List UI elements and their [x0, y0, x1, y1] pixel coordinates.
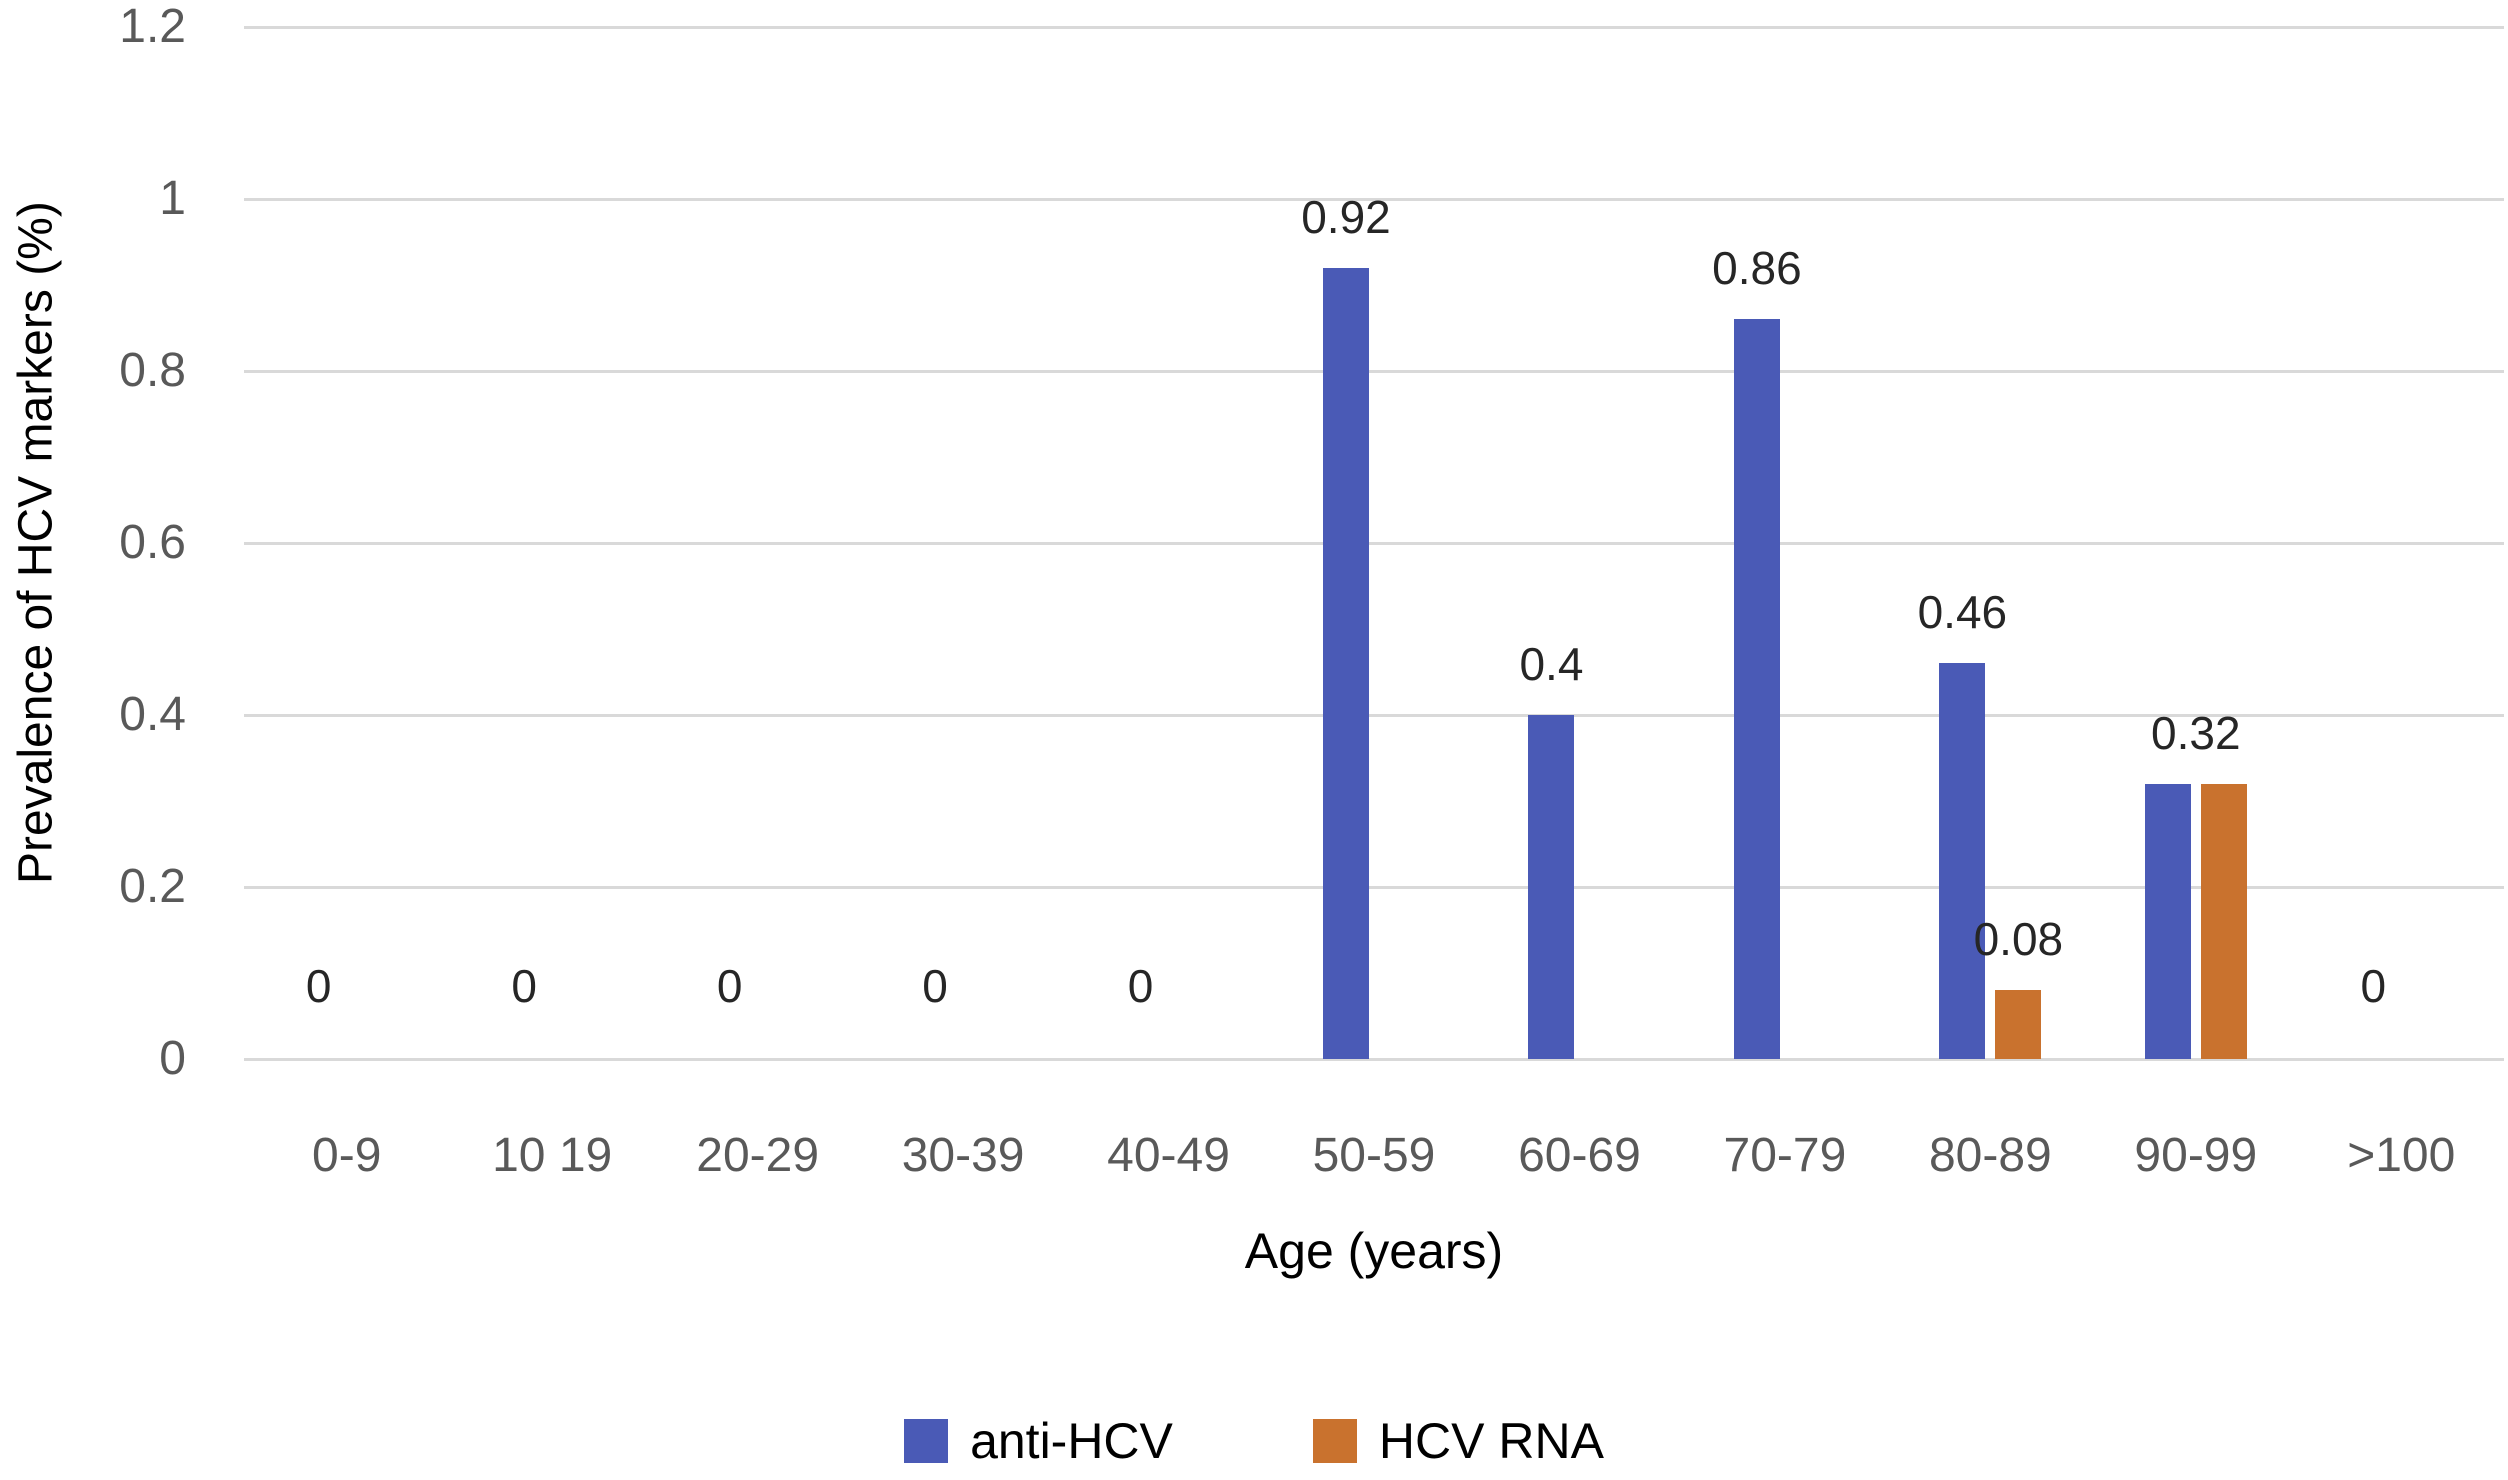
y-tick-label-0.6: 0.6	[119, 516, 186, 569]
category-column-80-89: 0.46 0.08	[1888, 27, 2093, 1059]
data-label-40-49: 0	[1127, 960, 1154, 1012]
legend-item-anti-hcv: anti-HCV	[904, 1412, 1173, 1470]
data-label-anti-hcv-60-69: 0.4	[1519, 638, 1584, 690]
bar-anti-hcv-80-89	[1939, 663, 1986, 1059]
data-label-30-39: 0	[922, 960, 948, 1012]
data-label-10-19: 0	[511, 960, 537, 1012]
y-tick-label-0.4: 0.4	[119, 688, 186, 741]
category-column-30-39: 0	[860, 27, 1065, 1059]
x-tick-label-70-79: 70-79	[1723, 1129, 1847, 1182]
x-tick-label-60-69: 60-69	[1518, 1129, 1641, 1182]
gridline-y-0	[244, 1057, 2504, 1061]
x-axis-tick-labels: 0-9 10 19 20-29 30-39 40-49 50-59 60-69 70-79 80…	[244, 1128, 2504, 1183]
x-tick-label-80-89: 80-89	[1928, 1129, 2052, 1182]
category-column-60-69: 0.4	[1477, 27, 1682, 1059]
data-label-0-9: 0	[305, 960, 332, 1012]
category-column-10-19: 0	[449, 27, 654, 1059]
bar-anti-hcv-60-69	[1528, 715, 1575, 1059]
category-column-gt-100: 0	[2299, 27, 2504, 1059]
category-column-50-59: 0.92	[1271, 27, 1476, 1059]
x-tick-label-10-19: 10 19	[492, 1129, 613, 1182]
data-label-anti-hcv-80-89: 0.46	[1917, 586, 2008, 639]
data-label-hcv-rna-80-89: 0.08	[1973, 913, 2064, 966]
y-tick-label-0.8: 0.8	[119, 344, 186, 397]
gridline-y-0.8	[244, 369, 2504, 373]
category-column-40-49: 0	[1066, 27, 1271, 1059]
x-tick-label-40-49: 40-49	[1107, 1129, 1230, 1182]
bar-anti-hcv-50-59	[1322, 267, 1369, 1059]
category-column-70-79: 0.86	[1682, 27, 1887, 1059]
data-label-90-99: 0.32	[2151, 706, 2241, 759]
x-tick-label-50-59: 50-59	[1312, 1129, 1436, 1182]
bar-anti-hcv-90-99	[2144, 783, 2191, 1059]
data-label-gt-100: 0	[2360, 960, 2387, 1012]
x-tick-label-20-29: 20-29	[696, 1129, 820, 1182]
legend-label-anti-hcv: anti-HCV	[970, 1413, 1173, 1469]
gridline-y-1	[244, 197, 2504, 201]
plot-area: 0 0 0 0 0 0.92 0.4 0.86 0.46 0.08 0.32 0	[244, 25, 2504, 1061]
data-label-anti-hcv-50-59: 0.92	[1301, 190, 1391, 243]
x-axis-title: Age (years)	[1244, 1223, 1504, 1279]
bar-hcv-rna-80-89	[1995, 990, 2042, 1059]
gridline-y-0.4	[244, 713, 2504, 717]
x-tick-label-0-9: 0-9	[312, 1129, 382, 1182]
category-column-0-9: 0	[244, 27, 449, 1059]
category-columns: 0 0 0 0 0 0.92 0.4 0.86 0.46 0.08 0.32 0	[244, 27, 2504, 1059]
x-tick-label-30-39: 30-39	[901, 1129, 1025, 1182]
legend-item-hcv-rna: HCV RNA	[1312, 1412, 1604, 1470]
y-tick-label-0.2: 0.2	[119, 860, 186, 913]
bar-anti-hcv-70-79	[1733, 319, 1780, 1059]
gridline-y-0.2	[244, 885, 2504, 889]
data-label-anti-hcv-70-79: 0.86	[1712, 242, 1802, 295]
legend-label-hcv-rna: HCV RNA	[1378, 1413, 1604, 1469]
legend: anti-HCV HCV RNA	[0, 1412, 2508, 1470]
category-column-90-99: 0.32	[2093, 27, 2298, 1059]
x-tick-label-90-99: 90-99	[2134, 1129, 2258, 1182]
data-label-20-29: 0	[716, 960, 743, 1012]
gridline-y-1.2	[244, 25, 2504, 29]
legend-swatch-hcv-rna	[1312, 1419, 1357, 1463]
y-tick-label-0: 0	[159, 1032, 186, 1085]
y-tick-label-1.2: 1.2	[119, 0, 186, 53]
legend-swatch-anti-hcv	[904, 1419, 949, 1463]
y-tick-label-1: 1	[159, 172, 186, 225]
category-column-20-29: 0	[655, 27, 860, 1059]
bar-hcv-rna-90-99	[2200, 783, 2247, 1059]
gridline-y-0.6	[244, 541, 2504, 545]
x-tick-label-gt-100: >100	[2347, 1129, 2456, 1182]
